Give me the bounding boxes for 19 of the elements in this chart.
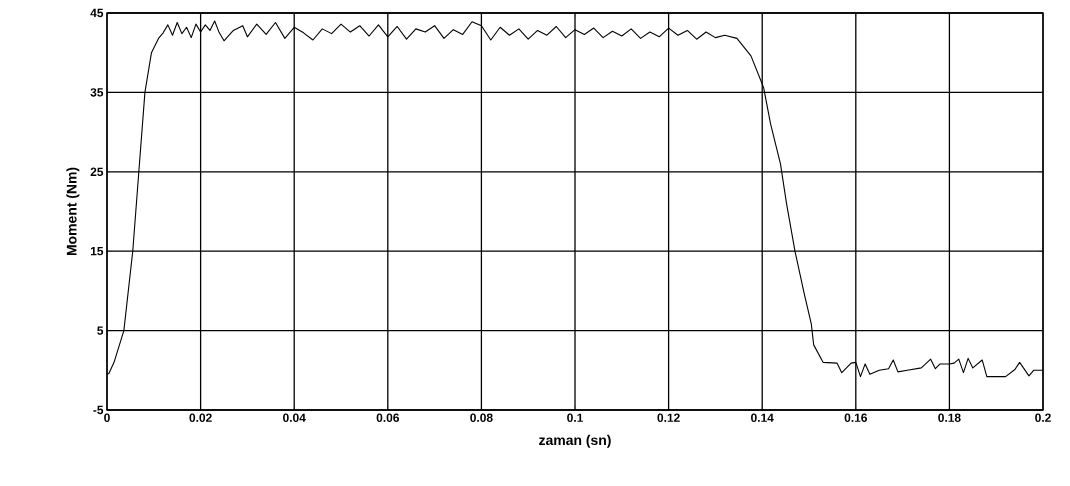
- x-tick-label: 0.2: [1035, 413, 1051, 422]
- y-tick-label: 25: [90, 167, 104, 177]
- x-tick-label: 0.02: [189, 413, 212, 422]
- y-tick-label: 35: [90, 88, 104, 97]
- x-axis-title: zaman (sn): [539, 434, 611, 448]
- x-tick-label: 0.16: [844, 413, 868, 422]
- y-tick-label: 15: [90, 247, 104, 256]
- x-tick-label: 0.1: [567, 413, 583, 422]
- y-tick-label: 5: [97, 326, 104, 335]
- x-tick-label: 0.12: [657, 413, 680, 422]
- x-tick-label: 0.14: [751, 413, 774, 422]
- x-tick-label: 0.04: [283, 413, 306, 422]
- x-tick-label: 0: [104, 413, 110, 422]
- y-tick-label: 45: [90, 8, 104, 18]
- y-axis-title: Moment (Nm): [66, 167, 80, 256]
- x-tick-label: 0.18: [938, 413, 961, 422]
- y-tick-label: -5: [93, 405, 104, 415]
- x-tick-label: 0.06: [376, 413, 400, 422]
- x-tick-label: 0.08: [470, 413, 493, 422]
